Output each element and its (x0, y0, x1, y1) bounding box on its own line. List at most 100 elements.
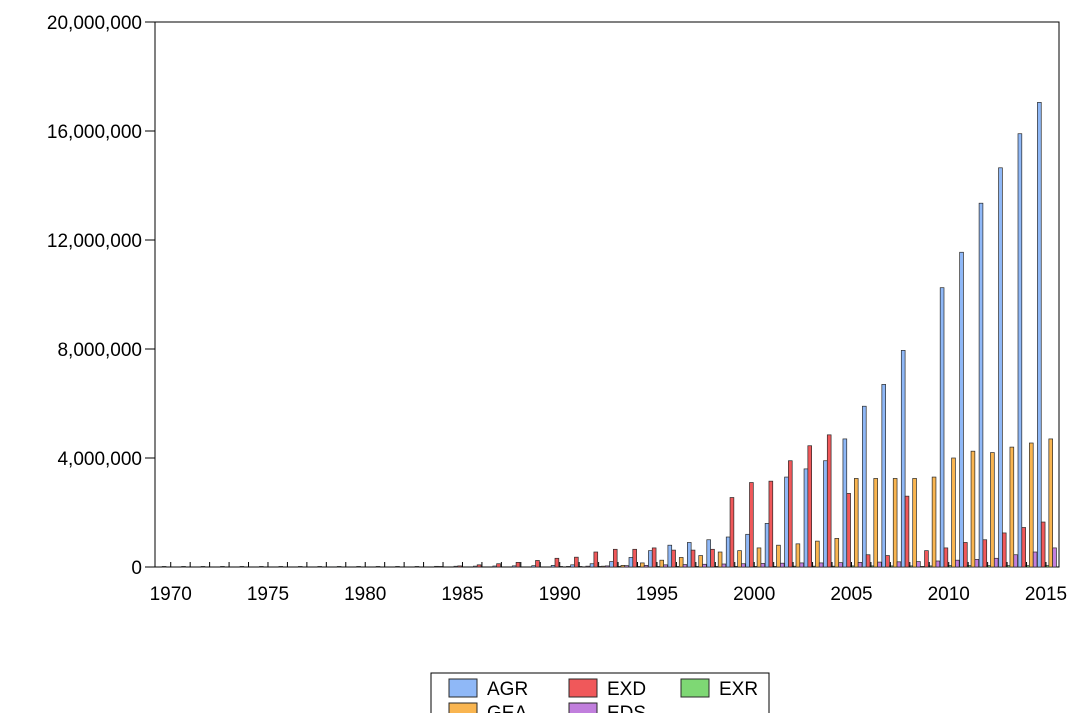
legend-label-eds: EDS (607, 703, 646, 713)
legend-label-exr: EXR (719, 679, 758, 700)
legend: AGR EXD EXR GEA EDS (430, 672, 770, 713)
bar-agr-2000 (745, 533, 750, 568)
bar-agr-1986 (473, 565, 478, 568)
plot-frame (154, 21, 1060, 568)
bar-eds-2011 (974, 559, 979, 568)
bar-gea-2012 (990, 452, 995, 568)
y-tick-label: 16,000,000 (47, 122, 142, 143)
bar-exd-1986 (476, 564, 482, 568)
x-tick-label: 2010 (928, 584, 970, 605)
bar-agr-1988 (511, 565, 517, 568)
bar-eds-1997 (702, 563, 707, 568)
bar-eds-2005 (857, 562, 863, 568)
bar-exd-2006 (865, 554, 871, 568)
bar-exd-2007 (885, 555, 890, 568)
bar-agr-1987 (492, 565, 498, 568)
legend-frame (430, 672, 770, 713)
bar-exd-2004 (826, 434, 832, 568)
bar-exd-1988 (515, 562, 521, 568)
bar-eds-2008 (916, 561, 921, 568)
bar-gea-2004 (834, 538, 840, 568)
bar-gea-2000 (756, 547, 762, 568)
bar-agr-2007 (881, 384, 886, 568)
bars-group (161, 102, 1057, 568)
bar-eds-1994 (643, 565, 649, 568)
bar-eds-2002 (799, 562, 804, 568)
bar-exd-2011 (963, 542, 968, 568)
bar-agr-1999 (725, 536, 731, 568)
bar-agr-2002 (784, 476, 789, 568)
bar-eds-2009 (935, 560, 941, 568)
bar-agr-1995 (648, 550, 653, 568)
bar-agr-2003 (803, 468, 809, 568)
bar-agr-1983 (414, 566, 420, 568)
bar-gea-2001 (776, 544, 781, 568)
legend-swatch-exd (568, 678, 598, 698)
bar-exd-2001 (768, 480, 774, 568)
bar-agr-2011 (959, 251, 964, 568)
y-tick-label: 20,000,000 (47, 13, 142, 34)
bar-eds-2012 (993, 557, 999, 568)
bar-exd-2002 (788, 460, 793, 568)
bar-eds-1995 (663, 564, 668, 568)
x-tick-label: 1975 (247, 584, 289, 605)
bar-exd-2005 (846, 493, 851, 568)
bar-agr-1970 (161, 566, 167, 568)
x-axis: 1970 1975 1980 1985 1990 1995 2000 2005 2010 2015 (150, 562, 1067, 605)
bar-exd-2000 (749, 482, 754, 568)
bar-agr-1997 (686, 542, 692, 568)
bar-agr-1972 (200, 566, 206, 568)
bar-agr-1973 (220, 566, 225, 568)
bar-exd-1992 (593, 551, 599, 568)
bar-agr-2006 (862, 405, 867, 568)
bar-agr-1998 (706, 539, 711, 568)
bar-eds-2004 (838, 562, 843, 568)
legend-swatch-gea (448, 702, 478, 713)
bar-gea-1999 (737, 550, 742, 568)
bar-eds-1999 (741, 563, 746, 568)
bar-agr-1992 (589, 563, 595, 568)
bar-eds-1991 (585, 565, 590, 568)
legend-label-agr: AGR (487, 679, 528, 700)
bar-agr-1985 (453, 565, 459, 568)
legend-swatch-exr (680, 678, 710, 698)
bar-eds-1998 (721, 563, 727, 568)
bar-exd-1993 (612, 548, 618, 568)
bar-eds-2000 (760, 563, 766, 568)
x-tick-label: 1995 (636, 584, 678, 605)
bar-agr-2001 (764, 523, 770, 568)
bar-gea-2002 (795, 543, 801, 568)
y-tick-label: 12,000,000 (47, 231, 142, 252)
bar-agr-1971 (181, 566, 186, 568)
legend-label-gea: GEA (487, 703, 527, 713)
bar-gea-1998 (717, 551, 723, 568)
bar-eds-2014 (1032, 551, 1038, 568)
bar-gea-1995 (659, 559, 664, 568)
bar-exd-2014 (1021, 527, 1026, 568)
bar-agr-1977 (298, 566, 303, 568)
bar-exd-2015 (1040, 521, 1046, 568)
bar-agr-1984 (434, 565, 439, 568)
bar-agr-1990 (550, 565, 556, 568)
bar-agr-2005 (842, 438, 848, 568)
bar-exr-1991 (577, 566, 583, 568)
bar-eds-2003 (818, 562, 824, 568)
bar-eds-1990 (566, 566, 571, 568)
bar-gea-1996 (678, 557, 684, 568)
bar-exd-1994 (632, 548, 637, 568)
bar-exd-1991 (574, 556, 579, 568)
bar-exd-1990 (554, 557, 560, 568)
bar-exd-2009 (924, 550, 929, 568)
x-tick-label: 2015 (1025, 584, 1067, 605)
bar-agr-1980 (356, 566, 361, 568)
bar-agr-1991 (570, 564, 575, 568)
bar-exr-1990 (558, 566, 563, 568)
bar-exd-1984 (437, 566, 443, 568)
bar-gea-1994 (640, 562, 645, 568)
bar-agr-2014 (1017, 133, 1023, 568)
bar-agr-1975 (259, 566, 264, 568)
bar-exd-2012 (982, 539, 988, 568)
bar-gea-2010 (951, 457, 956, 568)
bar-eds-2013 (1013, 554, 1018, 568)
